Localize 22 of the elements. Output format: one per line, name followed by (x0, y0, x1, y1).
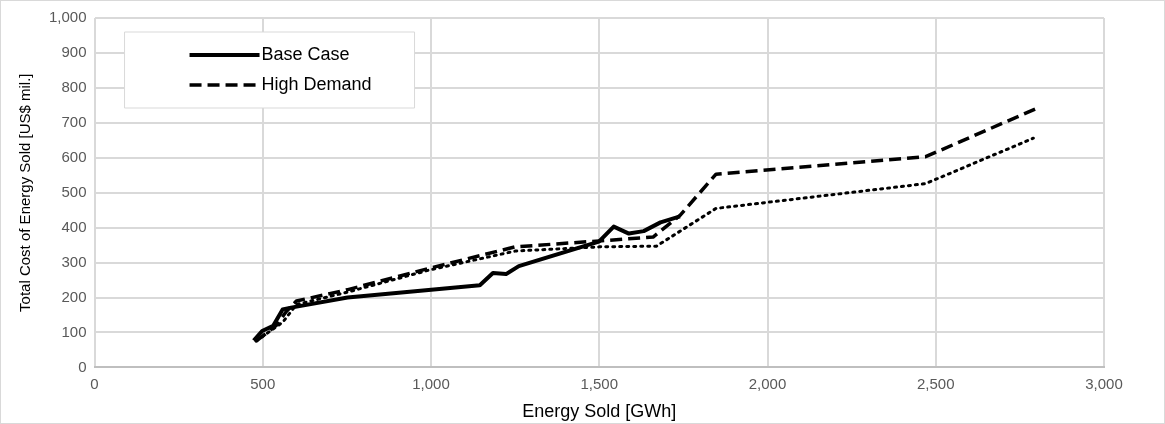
y-tick-label: 0 (78, 357, 87, 375)
legend-label: Base Case (261, 43, 350, 64)
y-tick-label: 300 (61, 252, 87, 270)
y-tick-label: 400 (61, 217, 87, 235)
y-tick-label: 700 (61, 112, 87, 130)
y-tick-label: 600 (61, 147, 87, 165)
x-axis-title: Energy Sold [GWh] (522, 401, 677, 422)
y-tick-label: 100 (61, 322, 87, 340)
x-tick-label: 1,000 (412, 374, 450, 392)
x-tick-label: 500 (250, 374, 276, 392)
x-tick-label: 1,500 (580, 374, 619, 392)
x-tick-label: 3,000 (1085, 374, 1123, 392)
y-tick-label: 500 (61, 182, 87, 200)
y-tick-label: 900 (61, 43, 87, 61)
x-tick-label: 2,000 (748, 374, 787, 392)
y-axis-title: Total Cost of Energy Sold [US$ mil.] (16, 73, 34, 312)
y-tick-label: 800 (61, 78, 87, 96)
y-tick-label: 1,000 (48, 8, 87, 26)
y-tick-label: 200 (61, 287, 87, 305)
legend-label: High Demand (261, 73, 372, 94)
x-tick-label: 0 (90, 374, 99, 392)
x-tick-label: 2,500 (916, 374, 955, 392)
